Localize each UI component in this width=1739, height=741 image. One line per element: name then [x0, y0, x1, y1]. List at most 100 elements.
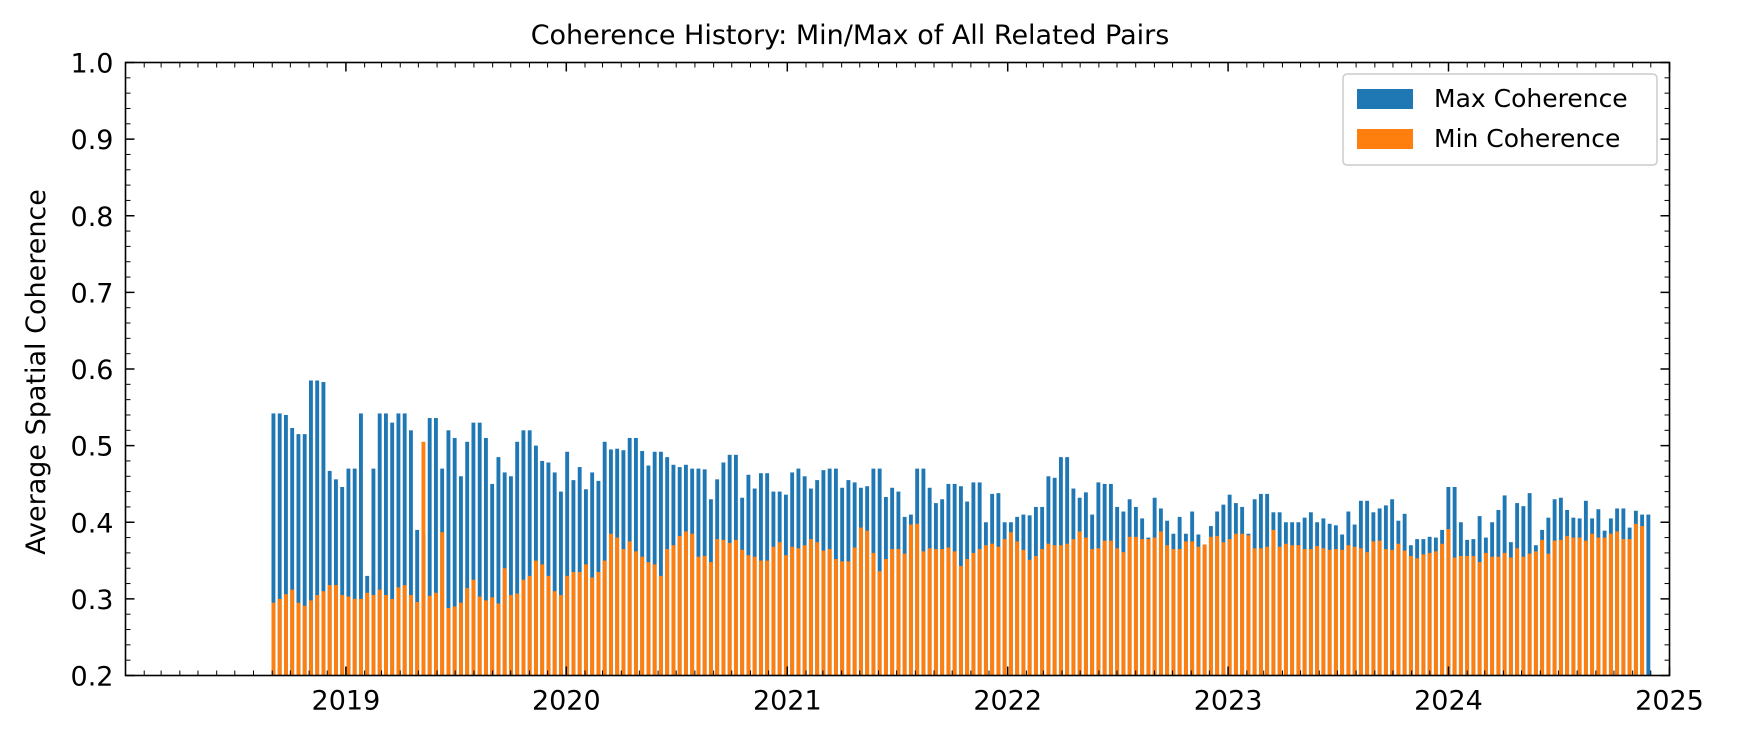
min-coherence-bar [290, 589, 295, 676]
min-coherence-bar [1308, 549, 1313, 676]
min-coherence-bar [1227, 539, 1232, 676]
min-coherence-bar [877, 571, 882, 676]
min-coherence-bar [790, 546, 795, 676]
min-coherence-bar [1152, 537, 1157, 676]
max-coherence-bar [308, 380, 313, 676]
min-coherence-bar [565, 575, 570, 676]
min-coherence-bar [1440, 543, 1445, 676]
max-coherence-bar [465, 441, 470, 676]
min-coherence-bar [1015, 541, 1020, 676]
min-coherence-bar [671, 545, 676, 676]
min-coherence-bar [440, 532, 445, 676]
plot-area [271, 380, 1651, 676]
max-coherence-bar [352, 468, 357, 676]
min-coherence-bar [783, 555, 788, 676]
x-tick-label: 2023 [1194, 686, 1263, 717]
min-coherence-bar [646, 562, 651, 676]
max-coherence-bar [433, 418, 438, 676]
x-axis-ticks: 2019 2020 2021 2022 2023 2024 2025 [143, 62, 1704, 717]
min-coherence-bar [1371, 541, 1376, 676]
min-coherence-bar [652, 564, 657, 676]
min-coherence-bar [615, 537, 620, 676]
max-coherence-bar [358, 413, 363, 676]
min-coherence-bar [1171, 549, 1176, 676]
min-coherence-bar [1383, 549, 1388, 676]
max-coherence-bar [496, 457, 501, 676]
min-coherence-bar [521, 579, 526, 676]
min-coherence-bar [1215, 536, 1220, 676]
min-coherence-bar [765, 560, 770, 676]
min-coherence-bar [690, 533, 695, 676]
y-tick-label: 0.9 [71, 125, 114, 156]
max-coherence-bar [1646, 514, 1651, 676]
min-coherence-bar [777, 542, 782, 676]
min-coherence-bar [1365, 552, 1370, 676]
min-coherence-bar [933, 549, 938, 676]
min-coherence-bar [1490, 556, 1495, 676]
min-coherence-bar [815, 542, 820, 676]
max-coherence-bar [458, 476, 463, 676]
max-coherence-bar [490, 483, 495, 676]
min-coherence-bar [1633, 523, 1638, 676]
min-coherence-bar [1377, 540, 1382, 676]
min-coherence-bar [640, 556, 645, 676]
min-coherence-bar [852, 547, 857, 676]
min-coherence-bar [1346, 545, 1351, 676]
max-coherence-bar [296, 434, 301, 676]
min-coherence-bar [771, 546, 776, 676]
min-coherence-bar [858, 527, 863, 676]
y-tick-label: 0.4 [71, 508, 114, 539]
min-coherence-bar [996, 546, 1001, 676]
max-coherence-bar [284, 414, 288, 676]
y-axis-ticks: 0.2 0.3 0.4 0.5 0.6 0.7 0.8 0.9 1.0 [71, 49, 1670, 693]
y-axis-label: Average Spatial Coherence [21, 189, 52, 555]
min-coherence-bar [1640, 526, 1645, 676]
min-coherence-bar [871, 552, 876, 676]
min-coherence-bar [702, 555, 707, 676]
min-coherence-bar [1183, 541, 1188, 676]
min-coherence-bar [340, 595, 345, 676]
min-coherence-bar [1121, 552, 1126, 676]
min-coherence-bar [1352, 546, 1357, 676]
min-coherence-bar [1196, 546, 1201, 676]
max-coherence-bar [658, 451, 663, 676]
y-tick-label: 0.3 [71, 585, 114, 616]
min-coherence-bar [802, 545, 807, 676]
min-coherence-bar [696, 556, 701, 676]
legend-label-max: Max Coherence [1434, 84, 1628, 113]
min-coherence-bar [896, 549, 901, 676]
min-coherence-bar [452, 606, 457, 676]
min-coherence-bar [1296, 545, 1301, 676]
min-coherence-bar [1446, 529, 1451, 676]
min-coherence-bar [358, 598, 363, 676]
min-coherence-bar [365, 592, 370, 676]
max-coherence-bar [402, 413, 407, 676]
min-coherence-bar [527, 575, 532, 676]
min-coherence-bar [1202, 544, 1207, 676]
max-coherence-bar [390, 422, 395, 676]
min-coherence-bar [1521, 556, 1526, 676]
min-coherence-bar [433, 592, 438, 676]
min-coherence-bar [1402, 550, 1407, 676]
min-coherence-bar [1627, 539, 1632, 676]
min-coherence-bar [271, 602, 276, 676]
min-coherence-bar [315, 595, 320, 676]
min-coherence-bar [1433, 551, 1438, 676]
max-coherence-bar [327, 470, 332, 676]
min-coherence-bar [1527, 553, 1532, 676]
min-coherence-bar [1283, 543, 1288, 676]
min-coherence-bar [496, 603, 501, 676]
min-coherence-bar [552, 591, 557, 676]
max-coherence-bar [471, 422, 476, 676]
min-coherence-bar [990, 543, 995, 676]
min-coherence-bar [965, 559, 970, 676]
min-coherence-bar [1058, 545, 1063, 676]
min-coherence-bar [1496, 556, 1501, 676]
min-coherence-bar [383, 595, 388, 676]
min-coherence-bar [1571, 537, 1576, 676]
min-coherence-bar [846, 561, 851, 676]
min-coherence-bar [540, 564, 545, 676]
min-coherence-bar [1583, 540, 1588, 676]
min-coherence-bar [921, 551, 926, 676]
max-coherence-bar [427, 418, 432, 676]
